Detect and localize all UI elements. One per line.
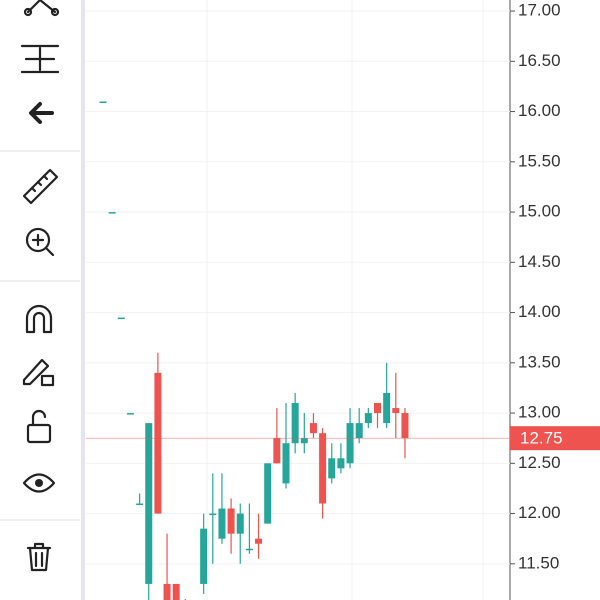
ruler-tool[interactable] — [22, 168, 59, 205]
y-tick-label: 13.50 — [518, 352, 561, 371]
candle-body — [355, 423, 363, 439]
candle-body — [264, 463, 272, 524]
y-tick-label: 17.00 — [518, 1, 561, 20]
candle-body — [346, 423, 354, 464]
measure-lines-tool[interactable] — [20, 44, 60, 74]
candle-body — [126, 413, 134, 415]
candle-body — [255, 538, 263, 544]
candle-body — [309, 423, 317, 434]
candle-body — [300, 438, 308, 444]
candle-body — [145, 423, 153, 584]
y-tick-label: 15.50 — [518, 151, 561, 170]
unlock-tool[interactable] — [26, 409, 52, 444]
y-tick-label: 16.50 — [518, 51, 561, 70]
candle-body — [209, 513, 217, 516]
candle-body — [154, 372, 162, 514]
plot-pane — [99, 101, 409, 600]
candle-body — [401, 413, 409, 439]
back-button[interactable] — [29, 102, 54, 124]
candle-body — [117, 317, 125, 320]
candle-body — [282, 443, 290, 484]
y-tick-label: 11.50 — [518, 553, 559, 572]
last-price-box — [510, 426, 600, 451]
candle-body — [99, 101, 107, 104]
y-tick-label: 13.00 — [518, 403, 561, 422]
last-price-label: 12.75 — [520, 429, 563, 448]
candle-body — [236, 513, 244, 534]
candle-body — [374, 403, 381, 414]
candle-body — [108, 212, 116, 214]
delete-tool[interactable] — [26, 542, 52, 572]
candle-body — [319, 433, 327, 504]
y-tick-label: 14.00 — [518, 302, 561, 321]
visibility-tool[interactable] — [22, 473, 56, 493]
lock-drawing-tool[interactable] — [22, 358, 55, 387]
y-tick-label: 12.50 — [518, 453, 561, 472]
zoom-tool[interactable] — [25, 227, 55, 257]
candle-body — [364, 413, 372, 424]
candle-body — [392, 408, 400, 414]
toolbar-edge — [81, 0, 85, 600]
candle-body — [172, 583, 180, 600]
candle-body — [136, 503, 144, 506]
candle-body — [227, 508, 235, 534]
candle-body — [328, 458, 336, 479]
candle-body — [245, 548, 253, 551]
candle-body — [218, 508, 226, 539]
toolbar — [0, 0, 80, 572]
candle-body — [383, 392, 391, 424]
candle-body — [163, 583, 171, 600]
vertical-grid — [206, 0, 484, 600]
y-tick-label: 12.00 — [518, 503, 561, 522]
y-tick-label: 16.00 — [518, 101, 561, 120]
magnet-tool[interactable] — [25, 304, 53, 334]
candle-body — [291, 403, 299, 444]
candle-body — [273, 438, 281, 464]
candle-body — [337, 458, 345, 469]
candle-body — [200, 528, 208, 584]
y-tick-label: 14.50 — [518, 252, 561, 271]
y-tick-label: 15.00 — [518, 202, 561, 221]
pattern-tool[interactable] — [23, 0, 60, 17]
